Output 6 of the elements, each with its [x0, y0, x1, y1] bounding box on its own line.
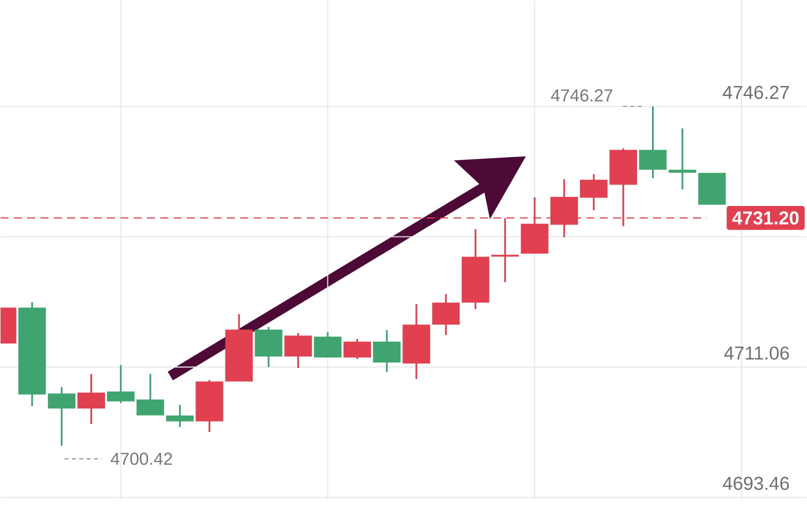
ref-line-label: 4731.20 [732, 211, 799, 225]
y-tick-label: 4711.06 [724, 346, 789, 360]
y-tick-label: 4693.46 [722, 476, 789, 490]
y-tick-label: 4746.27 [722, 86, 789, 100]
annotation: 4700.42 [110, 452, 172, 465]
annotation: 4746.27 [551, 89, 612, 102]
